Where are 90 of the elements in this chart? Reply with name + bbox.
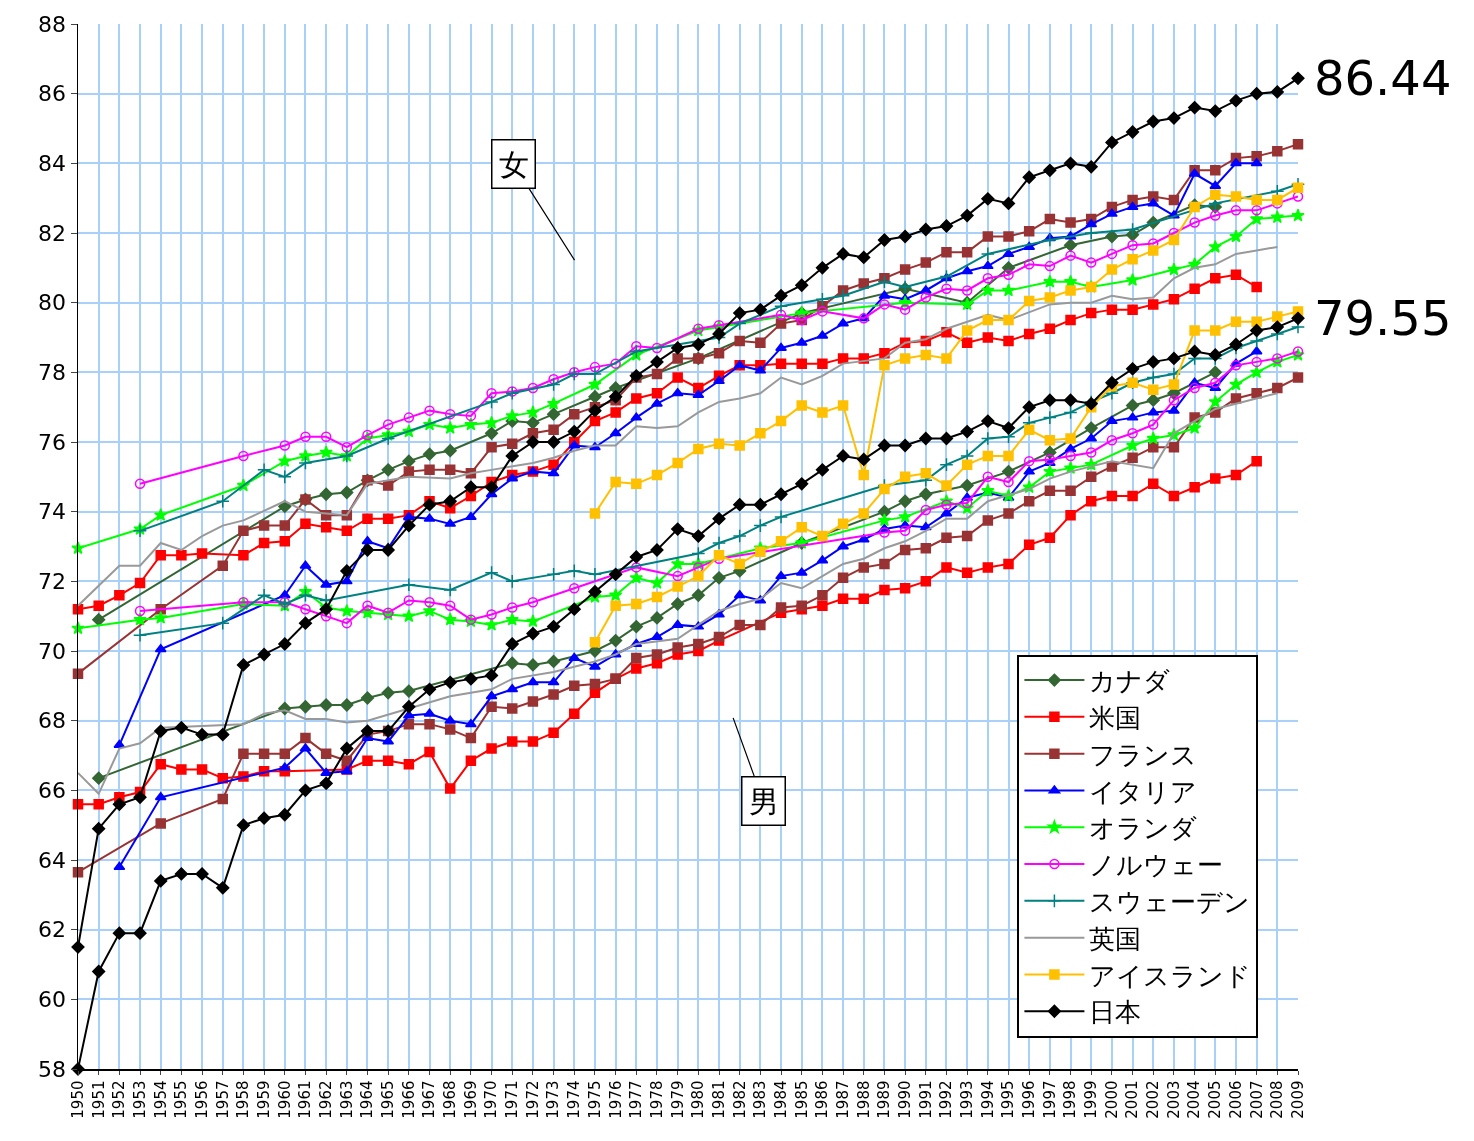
x-tick-label: 1964 (358, 1080, 377, 1119)
x-tick-label: 1981 (709, 1080, 728, 1119)
x-tick-label: 1992 (937, 1080, 956, 1119)
x-tick-label: 1977 (627, 1080, 646, 1119)
y-tick-label: 84 (38, 151, 67, 177)
x-tick-label: 1988 (854, 1080, 873, 1119)
y-tick-label: 86 (38, 81, 67, 107)
x-tick-label: 2006 (1226, 1080, 1245, 1119)
y-tick-label: 62 (38, 917, 67, 943)
legend-label: フランス (1089, 739, 1198, 770)
x-tick-label: 1950 (68, 1080, 87, 1119)
y-tick-label: 72 (38, 569, 67, 595)
x-tick-label: 1998 (1061, 1080, 1080, 1119)
x-tick-label: 2007 (1247, 1080, 1266, 1119)
x-tick-label: 1960 (275, 1080, 294, 1119)
x-tick-label: 1969 (461, 1080, 480, 1119)
x-tick-label: 1952 (110, 1080, 129, 1119)
y-tick-label: 74 (38, 499, 67, 525)
x-tick-label: 1962 (317, 1080, 336, 1119)
x-tick-label: 1963 (337, 1080, 356, 1119)
x-tick-label: 1986 (813, 1080, 832, 1119)
x-tick-label: 1970 (482, 1080, 501, 1119)
legend-label: 日本 (1089, 997, 1142, 1028)
y-tick-label: 82 (38, 220, 67, 246)
x-tick-label: 1996 (1020, 1080, 1039, 1119)
x-tick-label: 1961 (296, 1080, 315, 1119)
x-tick-label: 1954 (151, 1080, 170, 1119)
x-tick-label: 1984 (771, 1080, 790, 1119)
x-tick-label: 1999 (1082, 1080, 1101, 1119)
annotation: 86.44 (1314, 50, 1452, 106)
x-tick-label: 2005 (1206, 1080, 1225, 1119)
y-tick-label: 68 (38, 708, 67, 734)
x-tick-label: 1987 (833, 1080, 852, 1119)
x-tick-label: 1972 (523, 1080, 542, 1119)
legend-label: 米国 (1089, 702, 1142, 733)
x-tick-label: 2000 (1102, 1080, 1121, 1119)
x-tick-label: 1974 (565, 1080, 584, 1119)
x-tick-label: 2003 (1164, 1080, 1183, 1119)
x-tick-label: 1985 (792, 1080, 811, 1119)
y-tick-label: 78 (38, 360, 67, 386)
y-tick-label: 70 (38, 638, 67, 664)
x-tick-label: 1989 (875, 1080, 894, 1119)
x-tick-label: 1994 (978, 1080, 997, 1119)
legend-label: アイスランド (1089, 960, 1252, 991)
x-tick-label: 2009 (1288, 1080, 1307, 1119)
annotation: 79.55 (1314, 290, 1452, 346)
x-tick-label: 1959 (254, 1080, 273, 1119)
x-tick-label: 1995 (999, 1080, 1018, 1119)
x-tick-label: 1991 (916, 1080, 935, 1119)
x-tick-label: 2002 (1144, 1080, 1163, 1119)
annotation: 女 (498, 146, 529, 182)
legend-label: イタリア (1089, 776, 1198, 807)
y-tick-label: 66 (38, 778, 67, 804)
y-tick-label: 88 (38, 11, 67, 37)
legend-label: ノルウェー (1089, 850, 1224, 881)
x-tick-label: 1968 (441, 1080, 460, 1119)
x-tick-label: 2008 (1268, 1080, 1287, 1119)
x-tick-label: 1966 (399, 1080, 418, 1119)
x-tick-label: 1979 (668, 1080, 687, 1119)
x-tick-label: 1965 (379, 1080, 398, 1119)
x-tick-label: 1983 (751, 1080, 770, 1119)
legend-label: オランダ (1089, 813, 1198, 844)
annotation: 男 (748, 783, 779, 819)
x-tick-label: 1982 (730, 1080, 749, 1119)
x-tick-label: 1958 (234, 1080, 253, 1119)
x-tick-label: 1976 (606, 1080, 625, 1119)
x-tick-label: 1990 (895, 1080, 914, 1119)
x-tick-label: 1953 (130, 1080, 149, 1119)
legend-label: カナダ (1089, 666, 1171, 697)
x-tick-label: 1955 (172, 1080, 191, 1119)
y-tick-label: 80 (38, 290, 67, 316)
x-tick-label: 1971 (503, 1080, 522, 1119)
x-tick-label: 1997 (1040, 1080, 1059, 1119)
y-tick-label: 76 (38, 429, 67, 455)
x-tick-label: 1951 (89, 1080, 108, 1119)
x-tick-label: 1975 (585, 1080, 604, 1119)
x-tick-label: 1967 (420, 1080, 439, 1119)
x-tick-label: 1978 (647, 1080, 666, 1119)
legend-label: 英国 (1089, 923, 1142, 954)
x-tick-label: 1980 (689, 1080, 708, 1119)
x-tick-label: 2001 (1123, 1080, 1142, 1119)
y-tick-label: 58 (38, 1056, 67, 1082)
y-tick-label: 60 (38, 987, 67, 1013)
x-tick-label: 1957 (213, 1080, 232, 1119)
x-tick-label: 1956 (192, 1080, 211, 1119)
legend-label: スウェーデン (1089, 886, 1251, 917)
x-tick-label: 1973 (544, 1080, 563, 1119)
x-tick-label: 1993 (958, 1080, 977, 1119)
x-tick-label: 2004 (1185, 1080, 1204, 1119)
y-tick-label: 64 (38, 847, 67, 873)
